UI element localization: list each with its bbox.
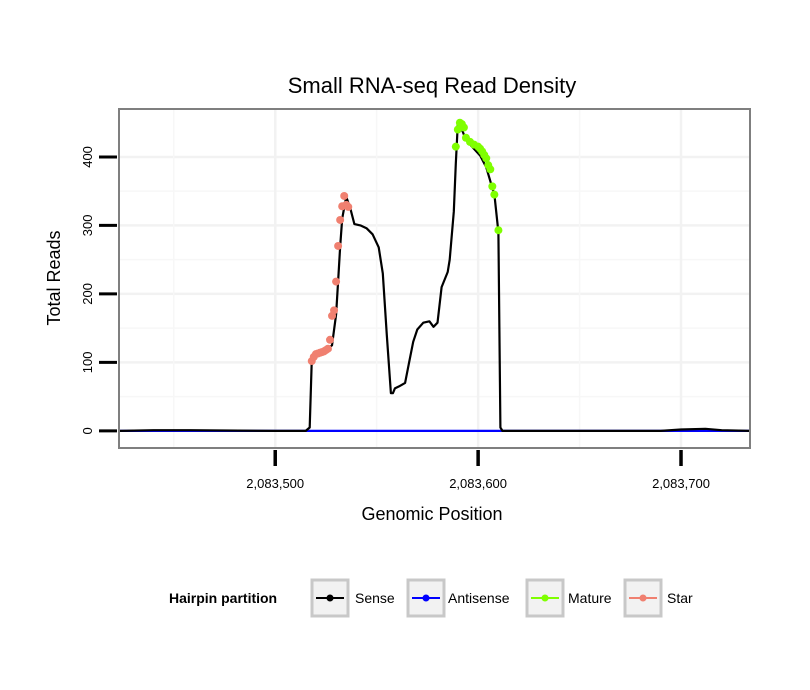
- data-point-mature: [494, 226, 503, 235]
- legend-marker-sense: [326, 594, 334, 602]
- x-tick-label: 2,083,700: [652, 476, 710, 491]
- data-point-star: [330, 306, 339, 315]
- y-axis: 0 100 200 300 400: [80, 146, 117, 434]
- y-tick-label: 200: [80, 283, 95, 305]
- legend: Hairpin partition Sense Antisense Mature St…: [169, 578, 693, 618]
- y-tick-label: 300: [80, 215, 95, 237]
- data-point-mature: [486, 165, 495, 174]
- x-axis-label: Genomic Position: [361, 504, 502, 524]
- data-point-star: [334, 241, 343, 250]
- data-point-star: [326, 335, 335, 344]
- legend-marker-star: [639, 594, 647, 602]
- y-tick-label: 100: [80, 352, 95, 374]
- y-tick-label: 0: [80, 427, 95, 434]
- legend-title: Hairpin partition: [169, 590, 277, 606]
- y-tick-label: 400: [80, 146, 95, 168]
- legend-label-star: Star: [667, 590, 693, 606]
- legend-label-mature: Mature: [568, 590, 612, 606]
- plot-background: [119, 109, 750, 448]
- x-tick-label: 2,083,500: [246, 476, 304, 491]
- legend-label-antisense: Antisense: [448, 590, 510, 606]
- x-tick-label: 2,083,600: [449, 476, 507, 491]
- grid: [119, 109, 750, 448]
- data-point-mature: [453, 125, 462, 134]
- data-point-star: [344, 202, 353, 211]
- data-point-star: [323, 344, 332, 353]
- legend-marker-mature: [541, 594, 549, 602]
- data-point-mature: [459, 123, 468, 132]
- data-point-star: [336, 215, 345, 224]
- x-axis: 2,083,500 2,083,600 2,083,700: [246, 450, 710, 491]
- plot-border: [118, 108, 751, 449]
- data-point-mature: [451, 142, 460, 151]
- data-point-mature: [490, 190, 499, 199]
- chart-title: Small RNA-seq Read Density: [288, 73, 577, 98]
- data-point-star: [332, 277, 341, 286]
- series-layer: [118, 118, 751, 432]
- data-point-mature: [482, 154, 491, 163]
- data-point-star: [340, 191, 349, 200]
- legend-label-sense: Sense: [355, 590, 395, 606]
- legend-marker-antisense: [422, 594, 430, 602]
- y-axis-label: Total Reads: [44, 230, 64, 325]
- data-point-mature: [488, 182, 497, 191]
